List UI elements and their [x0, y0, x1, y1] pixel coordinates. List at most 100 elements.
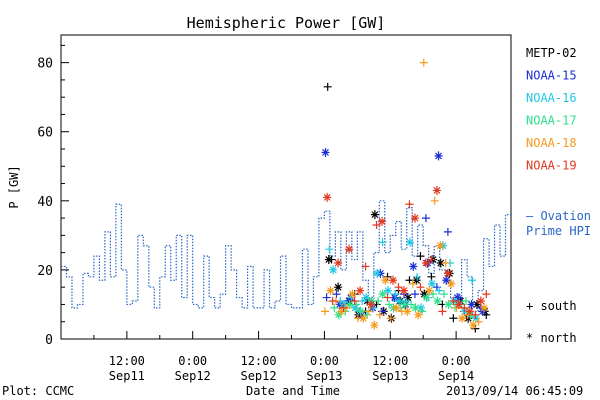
- noaa-16-south-point: [435, 286, 444, 295]
- noaa-18-north-point: [458, 313, 467, 323]
- noaa-17-north-point: [422, 293, 431, 303]
- noaa-17-north-point: [444, 299, 453, 309]
- chart-title: Hemispheric Power [GW]: [187, 14, 386, 32]
- noaa-17-south-point: [440, 290, 449, 299]
- legend-item-noaa-19: NOAA-19: [526, 159, 577, 173]
- noaa-15-south-point: [322, 293, 331, 302]
- metp-02-south-point: [482, 310, 491, 319]
- noaa-18-south-point: [364, 307, 373, 316]
- noaa-18-north-point: [425, 286, 434, 296]
- legend-item-noaa-17: NOAA-17: [526, 114, 577, 128]
- noaa-15-north-point: [453, 293, 462, 303]
- noaa-19-north-point: [399, 286, 408, 296]
- marker-key-north: * north: [526, 331, 577, 345]
- noaa-17-south-point: [363, 310, 372, 319]
- noaa-19-south-point: [471, 310, 480, 319]
- metp-02-north-point: [420, 289, 429, 299]
- noaa-19-north-point: [345, 244, 354, 254]
- noaa-19-south-point: [416, 283, 425, 292]
- metp-02-north-point: [324, 255, 333, 265]
- noaa-18-south-point: [474, 317, 483, 326]
- ovation-prime-hpi-line: [61, 200, 511, 312]
- x-tick-time-label: 0:00: [442, 354, 471, 368]
- noaa-16-north-point: [351, 303, 360, 313]
- noaa-15-south-point: [432, 283, 441, 292]
- noaa-17-south-point: [330, 303, 339, 312]
- noaa-15-south-point: [332, 290, 341, 299]
- noaa-18-north-point: [337, 306, 346, 316]
- legend-item-noaa-16: NOAA-16: [526, 91, 577, 105]
- noaa-15-south-point: [378, 307, 387, 316]
- noaa-19-north-point: [356, 286, 365, 296]
- footer-source: Plot: CCMC: [2, 384, 74, 398]
- ovation-label-line1: – Ovation: [526, 209, 591, 223]
- noaa-19-south-point: [438, 307, 447, 316]
- noaa-19-north-point: [323, 192, 332, 202]
- x-axis-label: Date and Time: [246, 384, 340, 398]
- noaa-15-north-point: [357, 310, 366, 320]
- x-tick-date-label: Sep13: [306, 369, 342, 383]
- footer-timestamp: 2013/09/14 06:45:09: [446, 384, 583, 398]
- metp-02-south-point: [449, 314, 458, 323]
- noaa-19-north-point: [454, 299, 463, 309]
- x-axis: 12:00Sep110:00Sep1212:00Sep120:00Sep1312…: [60, 331, 490, 383]
- noaa-19-south-point: [394, 283, 403, 292]
- noaa-17-north-point: [345, 299, 354, 309]
- legend: METP-02 NOAA-15 NOAA-16 NOAA-17 NOAA-18 NOAA-…: [526, 46, 577, 173]
- noaa-17-north-point: [400, 299, 409, 309]
- noaa-18-north-point: [392, 303, 401, 313]
- satellite-points: [320, 58, 491, 333]
- noaa-18-south-point: [386, 314, 395, 323]
- noaa-17-south-point: [385, 300, 394, 309]
- ovation-label-line2: Prime HPI: [526, 224, 591, 238]
- noaa-16-south-point: [391, 290, 400, 299]
- ovation-step-line: [61, 200, 511, 312]
- noaa-15-south-point: [443, 227, 452, 236]
- noaa-15-north-point: [467, 299, 476, 309]
- y-axis: 0 20 40 60 80: [37, 44, 69, 348]
- plot-frame: [60, 34, 512, 340]
- noaa-19-south-point: [372, 221, 381, 229]
- noaa-18-north-point: [469, 320, 478, 330]
- noaa-19-south-point: [482, 290, 491, 299]
- noaa-16-south-point: [468, 276, 477, 285]
- metp-02-north-point: [334, 282, 343, 292]
- noaa-19-south-point: [449, 297, 458, 305]
- noaa-15-north-point: [409, 261, 418, 271]
- marker-key-south: + south: [526, 299, 577, 313]
- noaa-16-north-point: [362, 293, 371, 303]
- noaa-18-north-point: [348, 289, 357, 299]
- metp-02-south-point: [405, 276, 414, 285]
- noaa-16-south-point: [325, 245, 334, 254]
- legend-item-noaa-18: NOAA-18: [526, 136, 577, 150]
- noaa-19-north-point: [410, 213, 419, 223]
- x-tick-time-label: 12:00: [109, 354, 145, 368]
- y-tick-label: 0: [45, 333, 53, 348]
- noaa-19-north-point: [378, 217, 387, 227]
- noaa-18-north-point: [370, 320, 379, 330]
- noaa-19-south-point: [405, 200, 414, 209]
- noaa-18-north-point: [403, 306, 412, 316]
- noaa-15-north-point: [321, 147, 330, 157]
- noaa-18-north-point: [480, 303, 489, 313]
- noaa-19-north-point: [421, 258, 430, 268]
- y-tick-label: 60: [37, 126, 53, 141]
- noaa-19-north-point: [389, 275, 398, 285]
- noaa-16-north-point: [373, 268, 382, 278]
- noaa-16-south-point: [413, 272, 422, 281]
- noaa-18-north-point: [326, 286, 335, 296]
- noaa-18-south-point: [408, 279, 417, 288]
- y-tick-label: 40: [37, 195, 53, 210]
- noaa-18-south-point: [375, 310, 384, 319]
- x-tick-time-label: 0:00: [310, 354, 339, 368]
- noaa-19-south-point: [339, 303, 348, 312]
- metp-02-north-point: [472, 299, 481, 309]
- y-tick-label: 20: [37, 264, 53, 279]
- noaa-15-south-point: [410, 290, 419, 299]
- metp-02-north-point: [436, 258, 445, 268]
- metp-02-north-point: [363, 296, 372, 306]
- noaa-18-north-point: [436, 241, 445, 251]
- x-tick-date-label: Sep11: [109, 369, 145, 383]
- noaa-19-north-point: [476, 296, 485, 306]
